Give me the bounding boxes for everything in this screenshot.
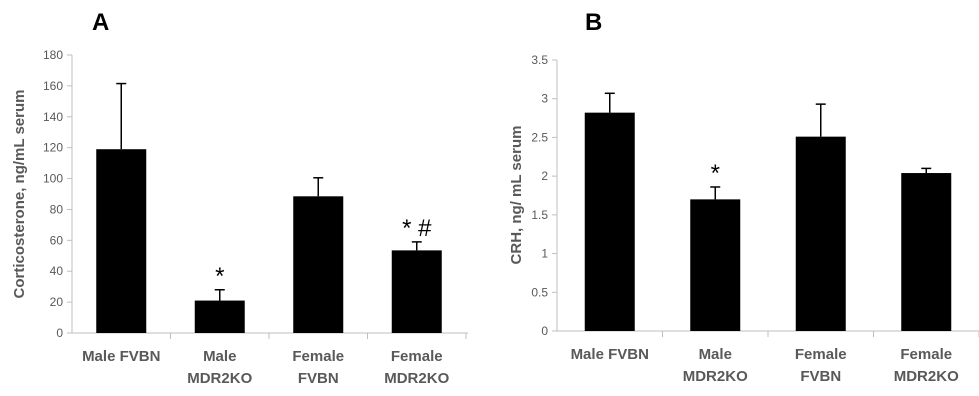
y-tick-label: 0 — [56, 326, 63, 340]
y-tick-label: 3 — [541, 92, 548, 106]
bar — [690, 199, 741, 331]
chart-panel-b: B CRH, ng/ mL serum 0 0.5 1 1.5 2 2.5 3 3.5 Male F… — [508, 9, 979, 385]
y-tick-label: 0.5 — [531, 285, 548, 299]
bar — [584, 112, 635, 331]
x-category-label: Female — [391, 348, 443, 365]
chart-panel-a: A Corticosterone, ng/mL serum 0 20 40 60 80 100… — [11, 9, 468, 387]
y-tick-label: 2 — [541, 169, 548, 183]
bar — [901, 173, 952, 331]
x-category-label: MDR2KO — [384, 370, 449, 387]
x-category-label: Female — [795, 346, 847, 363]
y-tick-label: 40 — [50, 264, 64, 278]
bar — [96, 149, 147, 333]
y-tick-label: 3.5 — [531, 53, 548, 67]
significance-marker: * — [711, 160, 720, 187]
y-axis-title: Corticosterone, ng/mL serum — [11, 90, 28, 299]
significance-marker: * — [215, 263, 224, 290]
x-category-label: MDR2KO — [894, 368, 959, 385]
x-category-label: FVBN — [800, 368, 841, 385]
x-category-label: Male FVBN — [571, 346, 649, 363]
x-category-label: Male FVBN — [82, 348, 160, 365]
significance-marker: * # — [402, 215, 432, 242]
y-axis-title: CRH, ng/ mL serum — [508, 126, 525, 265]
y-tick-label: 20 — [50, 295, 64, 309]
x-category-label: Female — [900, 346, 952, 363]
x-category-label: Male — [699, 346, 732, 363]
bar — [391, 250, 442, 333]
y-tick-label: 140 — [43, 110, 63, 124]
x-category-label: FVBN — [298, 370, 339, 387]
y-tick-label: 0 — [541, 324, 548, 338]
x-category-label: Female — [292, 348, 344, 365]
y-tick-label: 100 — [43, 172, 63, 186]
y-tick-label: 180 — [43, 48, 63, 62]
y-tick-label: 120 — [43, 141, 63, 155]
y-tick-label: 80 — [50, 202, 64, 216]
y-tick-label: 1 — [541, 247, 548, 261]
bar — [194, 300, 245, 333]
panel-letter: B — [585, 9, 602, 36]
y-tick-label: 60 — [50, 233, 64, 247]
x-category-label: MDR2KO — [187, 370, 252, 387]
y-tick-label: 1.5 — [531, 208, 548, 222]
x-category-label: Male — [203, 348, 236, 365]
x-category-label: MDR2KO — [683, 368, 748, 385]
y-tick-label: 160 — [43, 79, 63, 93]
panel-letter: A — [92, 9, 109, 36]
bar — [795, 136, 846, 331]
y-tick-label: 2.5 — [531, 130, 548, 144]
bar — [293, 196, 344, 333]
